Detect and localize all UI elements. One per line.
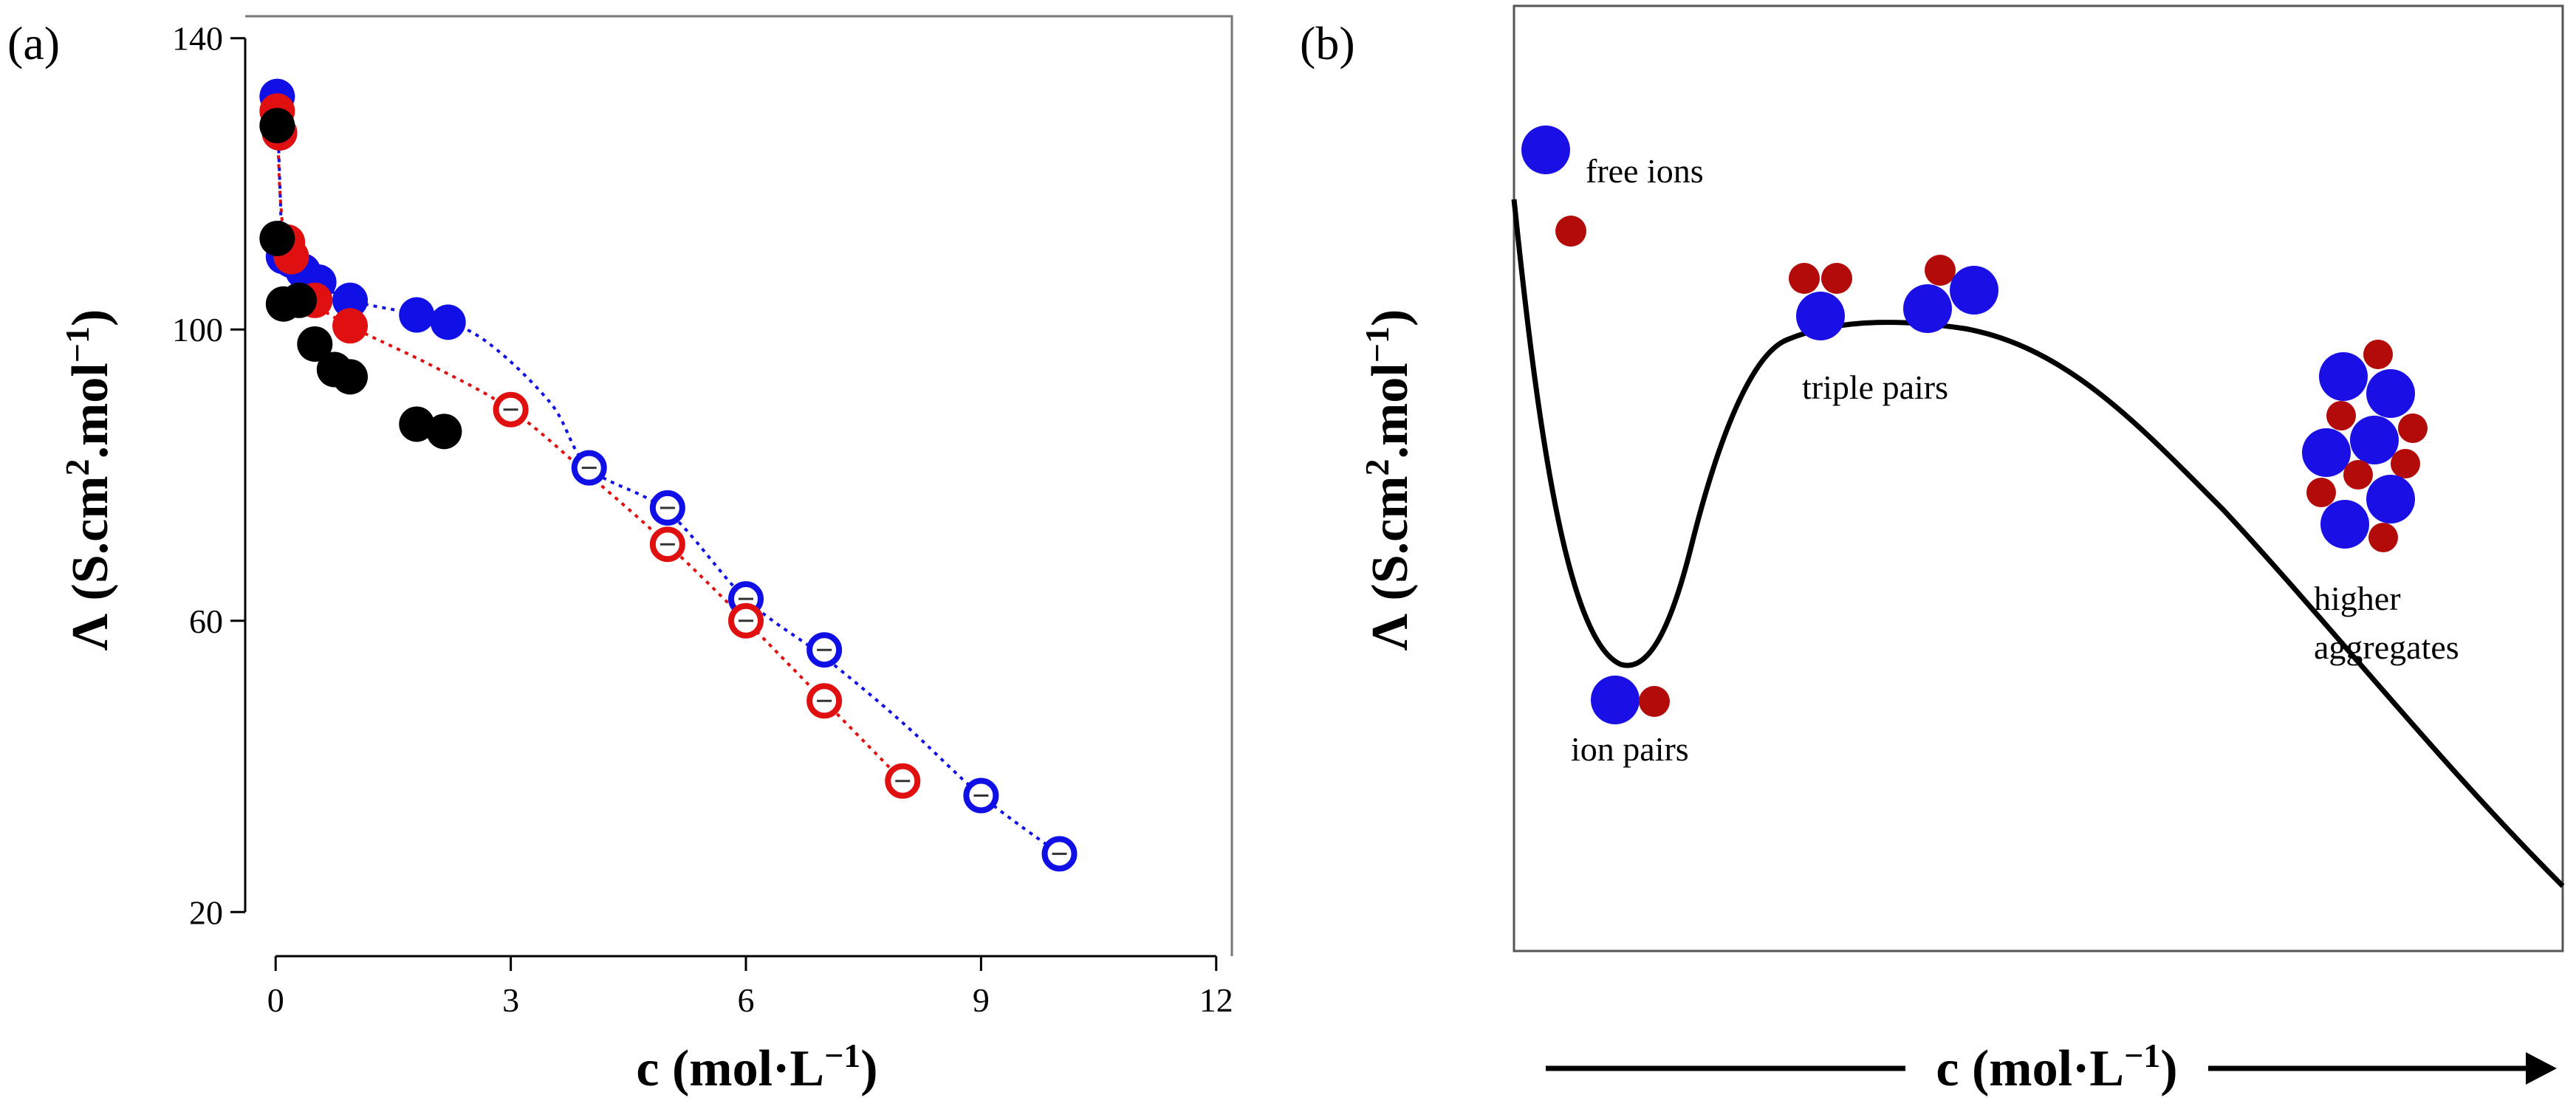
x-title-main: c (mol·L	[1936, 1040, 2124, 1097]
y-title-main: Λ (S.cm	[62, 476, 119, 651]
y-title-sup2: −1	[1358, 326, 1396, 363]
aggregate-cation	[2320, 500, 2369, 549]
higher-aggregates-illustration	[2302, 340, 2428, 552]
x-tick-label: 9	[973, 981, 990, 1019]
aggregate-anion	[2391, 449, 2420, 478]
panel-b-x-axis-title: c (mol·L−1)	[1936, 1037, 2177, 1098]
data-point-black-filled	[259, 108, 295, 144]
data-point-blue-filled	[430, 304, 466, 340]
y-title-mid: .mol	[62, 363, 119, 459]
x-title-sup: −1	[2124, 1037, 2160, 1074]
y-title-main: Λ (S.cm	[1362, 476, 1419, 651]
panel-a-label: (a)	[7, 17, 60, 69]
panel-a-data-points	[259, 78, 1078, 872]
x-tick-label: 6	[738, 981, 755, 1019]
data-point-black-filled	[281, 282, 318, 318]
aggregate-cation	[2366, 475, 2415, 523]
triple-pair-illustration	[1789, 255, 1998, 340]
panel-a-axes: 20 60 100 140 0 3 6 9 12	[172, 15, 1233, 1019]
y-title-sup1: 2	[1358, 459, 1396, 476]
aggregate-anion	[2343, 460, 2373, 490]
triple-cation	[1950, 266, 1998, 315]
triple-anion	[1821, 263, 1852, 294]
x-title-close: )	[2160, 1040, 2177, 1097]
triple-cation	[1903, 284, 1952, 333]
triple-cation	[1796, 292, 1845, 340]
data-point-blue-filled	[399, 297, 435, 333]
aggregate-anion	[2306, 478, 2336, 507]
aggregate-anion	[2326, 401, 2356, 430]
x-tick-label: 12	[1199, 981, 1233, 1019]
y-title-close: )	[62, 309, 119, 326]
aggregate-cation	[2319, 352, 2368, 401]
fit-line-blue	[275, 96, 1061, 855]
ion-pair-cation	[1591, 676, 1640, 724]
panel-b: (b) free ions ion pairs triple pairs	[1300, 4, 2565, 1098]
aggregate-anion	[2363, 340, 2393, 369]
y-tick-label: 20	[189, 893, 223, 931]
triple-anion	[1925, 255, 1956, 286]
panel-a-fit-lines	[275, 96, 1061, 855]
panel-b-frame	[1513, 4, 2564, 952]
y-title-sup2: −1	[58, 326, 96, 363]
aggregate-anion	[2398, 413, 2428, 443]
x-tick-label: 0	[267, 981, 284, 1019]
x-tick-label: 3	[502, 981, 519, 1019]
data-point-black-filled	[259, 220, 295, 256]
x-title-close: )	[860, 1040, 877, 1097]
data-point-black-filled	[332, 359, 369, 395]
free-ion-cation	[1521, 126, 1570, 174]
data-point-black-filled	[399, 406, 435, 442]
data-point-blue-filled	[332, 282, 369, 318]
x-title-main: c (mol·L	[636, 1040, 824, 1097]
panel-a-y-axis-title: Λ (S.cm2.mol−1)	[58, 309, 120, 651]
schematic-conductivity-curve	[1511, 199, 2565, 888]
y-tick-label: 60	[189, 602, 223, 640]
label-free-ions: free ions	[1586, 152, 1704, 190]
label-ion-pairs: ion pairs	[1571, 730, 1689, 768]
label-aggregates: aggregates	[2314, 628, 2459, 666]
data-point-black-filled	[297, 326, 333, 362]
aggregate-cation	[2350, 416, 2399, 464]
label-triple-pairs: triple pairs	[1802, 368, 1948, 406]
y-title-close: )	[1362, 309, 1419, 326]
free-ion-anion	[1555, 216, 1586, 247]
free-ions-illustration	[1521, 126, 1586, 247]
y-title-mid: .mol	[1362, 363, 1419, 459]
plot-frame	[245, 15, 1233, 956]
y-title-sup1: 2	[58, 459, 96, 476]
aggregate-cation	[2366, 369, 2415, 418]
panel-b-y-axis-title: Λ (S.cm2.mol−1)	[1358, 309, 1419, 651]
aggregate-cation	[2302, 428, 2351, 477]
x-arrow-head	[2526, 1052, 2557, 1085]
x-title-sup: −1	[824, 1037, 860, 1074]
ion-pair-anion	[1639, 686, 1670, 717]
ion-pair-illustration	[1591, 676, 1670, 724]
label-higher: higher	[2314, 580, 2401, 617]
fit-line-red	[275, 111, 904, 783]
panel-b-label: (b)	[1300, 17, 1355, 69]
data-point-black-filled	[426, 413, 462, 450]
y-tick-label: 140	[172, 20, 223, 58]
aggregate-anion	[2368, 523, 2398, 552]
data-point-red-filled	[332, 308, 369, 344]
panel-a-x-axis-title: c (mol·L−1)	[636, 1037, 877, 1098]
y-tick-label: 100	[172, 311, 223, 349]
triple-anion	[1789, 263, 1820, 294]
